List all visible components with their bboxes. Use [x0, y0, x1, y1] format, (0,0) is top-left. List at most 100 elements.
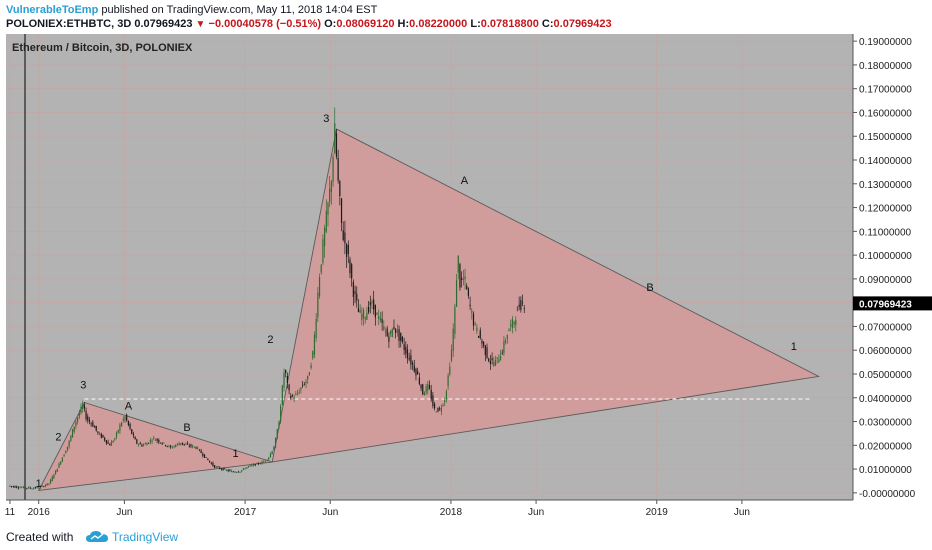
candle-body: [85, 411, 87, 420]
candle-body: [273, 447, 275, 451]
created-with-text: Created with: [6, 530, 74, 544]
wave-label: 3: [323, 113, 329, 125]
candle-body: [302, 385, 304, 386]
candle-body: [286, 376, 288, 383]
last-price: 0.07969423: [134, 18, 193, 30]
candle-body: [51, 476, 53, 482]
candle-body: [136, 439, 138, 444]
time-tick-label: Jun: [322, 507, 338, 518]
candle-body: [313, 334, 316, 355]
candle-body: [420, 384, 422, 389]
candle-body: [325, 210, 327, 232]
candle-body: [27, 487, 30, 489]
wave-label: B: [646, 282, 653, 294]
price-tick-label: 0.13000000: [859, 180, 912, 191]
candle-body: [254, 463, 256, 466]
candle-body: [317, 292, 319, 318]
price-chart[interactable]: 1 2 3 A B 1 2 3 A B 1 Ethereum / Bitcoin, 3D, POLON…: [0, 34, 932, 525]
candle-body: [65, 451, 67, 454]
candle-body: [164, 445, 167, 446]
candle-body: [481, 340, 483, 344]
candle-body: [503, 340, 505, 353]
wave-label: 3: [80, 379, 86, 391]
candle-body: [237, 471, 239, 473]
candle-body: [258, 463, 260, 465]
candle-body: [153, 437, 155, 439]
candle-body: [459, 264, 461, 288]
candle-body: [83, 404, 85, 409]
wave-label: 2: [267, 334, 273, 346]
symbol-label: POLONIEX:ETHBTC, 3D: [6, 18, 132, 30]
candle-body: [117, 429, 119, 433]
candle-body: [242, 468, 245, 470]
price-axis-background: [853, 34, 932, 525]
candle-body: [310, 365, 312, 369]
candle-body: [104, 437, 106, 441]
candle-body: [115, 432, 118, 437]
candle-body: [425, 386, 427, 393]
candle-body: [489, 361, 492, 364]
price-tick-label: 0.02000000: [859, 441, 912, 452]
candle-body: [346, 244, 348, 257]
tradingview-cloud-icon: [86, 531, 108, 542]
candle-body: [344, 232, 346, 244]
tradingview-brand[interactable]: TradingView: [112, 530, 179, 544]
candle-body: [351, 264, 353, 279]
candle-body: [93, 426, 96, 428]
candle-body: [347, 244, 349, 254]
price-tick-label: 0.12000000: [859, 204, 912, 215]
chart-header: VulnerableToEmp published on TradingView…: [0, 0, 932, 34]
candle-body: [77, 417, 79, 422]
candle-body: [411, 362, 414, 366]
last-price-tag: [853, 296, 932, 311]
candle-body: [499, 355, 502, 361]
candle-body: [354, 291, 356, 295]
candle-body: [447, 375, 449, 387]
candle-body: [476, 327, 478, 332]
author-link[interactable]: VulnerableToEmp: [6, 4, 99, 16]
candle-body: [389, 330, 392, 334]
candle-body: [107, 441, 109, 444]
candle-body: [60, 461, 62, 465]
candle-body: [246, 467, 248, 469]
candle-body: [92, 422, 94, 427]
candle-body: [29, 487, 31, 489]
candle-body: [445, 391, 448, 400]
candle-body: [232, 471, 234, 473]
candle-body: [484, 345, 486, 356]
candle-body: [21, 487, 23, 489]
candle-body: [63, 454, 65, 457]
candle-body: [467, 288, 470, 296]
candle-body: [252, 464, 255, 466]
time-tick-label: 2016: [28, 507, 51, 518]
candle-body: [9, 485, 11, 487]
candle-body: [49, 479, 52, 484]
candle-body: [274, 438, 277, 448]
candle-body: [122, 418, 124, 421]
candle-body: [506, 335, 508, 339]
candle-body: [119, 424, 121, 432]
candle-body: [34, 487, 36, 489]
candle-body: [308, 372, 310, 376]
candle-body: [455, 280, 458, 307]
candle-body: [280, 406, 282, 422]
candle-body: [486, 347, 488, 358]
candle-body: [224, 468, 226, 470]
candle-body: [505, 340, 507, 343]
candle-body: [300, 387, 302, 390]
close-label: C:: [541, 18, 554, 30]
candle-body: [449, 366, 451, 375]
triangle-pattern-1: [37, 401, 273, 492]
candle-body: [312, 351, 314, 359]
publish-line: VulnerableToEmp published on TradingView…: [6, 4, 377, 16]
candle-body: [142, 444, 145, 447]
candle-body: [508, 329, 510, 332]
candle-body: [324, 227, 326, 246]
candle-body: [100, 433, 102, 438]
candle-body: [110, 441, 113, 446]
low-label: L:: [470, 18, 481, 30]
candle-body: [417, 371, 419, 375]
candle-body: [430, 389, 432, 400]
candle-body: [469, 304, 471, 307]
candle-body: [315, 318, 317, 339]
